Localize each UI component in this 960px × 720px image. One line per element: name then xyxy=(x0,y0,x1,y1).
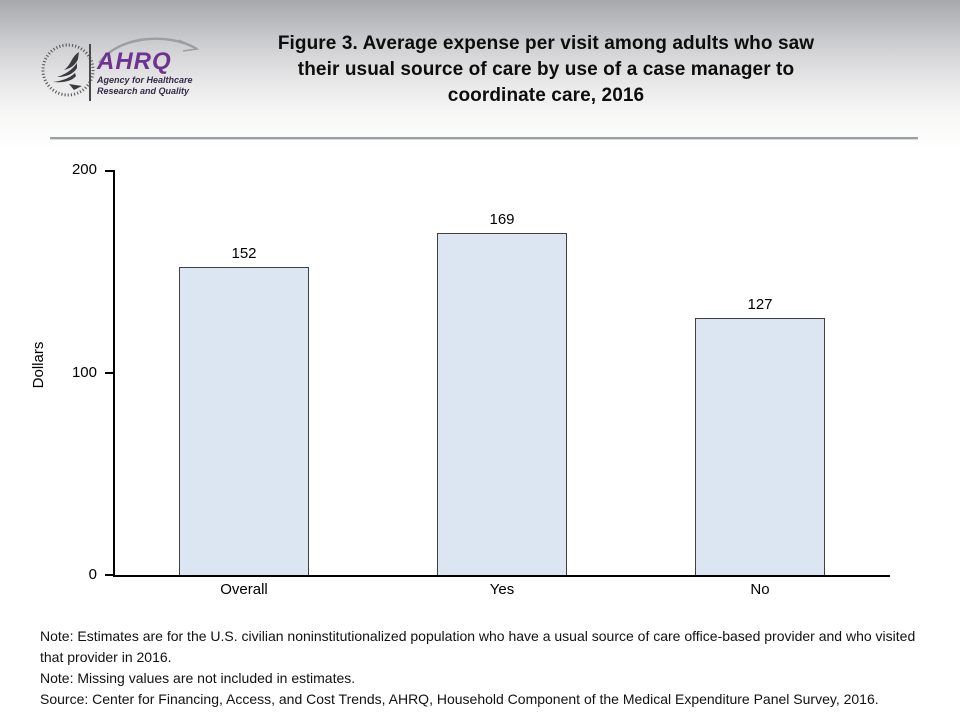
hhs-seal-icon xyxy=(41,43,95,97)
y-tick-label: 0 xyxy=(88,566,97,583)
note-missing-values: Note: Missing values are not included in… xyxy=(40,670,356,686)
bar-no xyxy=(695,318,825,575)
footnotes: Note: Estimates are for the U.S. civilia… xyxy=(40,626,916,710)
logo-separator xyxy=(89,44,91,101)
y-tick-label: 100 xyxy=(71,363,97,381)
bar-overall xyxy=(179,267,309,575)
figure-title: Figure 3. Average expense per visit amon… xyxy=(240,31,852,109)
bar-value-label: 127 xyxy=(747,296,773,313)
ahrq-tagline-line2: Research and Quality xyxy=(97,85,190,96)
x-category-label: Yes xyxy=(489,581,515,598)
figure-title-line2: their usual source of care by use of a c… xyxy=(297,59,795,80)
note-population: Note: Estimates are for the U.S. civilia… xyxy=(40,628,916,665)
y-axis-tick xyxy=(105,170,113,172)
header-gradient-band xyxy=(0,0,960,152)
header-divider-line xyxy=(50,137,918,140)
bar-value-label: 169 xyxy=(489,211,515,228)
bar-value-label: 152 xyxy=(231,245,257,262)
x-category-label: No xyxy=(750,581,770,598)
y-axis-tick xyxy=(105,574,113,576)
x-category-label: Overall xyxy=(220,581,268,598)
y-axis-tick xyxy=(105,371,113,374)
ahrq-tagline-line1: Agency for Healthcare xyxy=(97,75,193,85)
bar-yes xyxy=(437,233,567,575)
source-line: Source: Center for Financing, Access, an… xyxy=(40,691,879,707)
figure-title-line3: coordinate care, 2016 xyxy=(447,85,645,106)
y-tick-label: 200 xyxy=(71,161,97,178)
ahrq-logo-wordmark: AHRQ xyxy=(97,48,172,75)
plot-area: 0 100 200 152 Overall 169 Yes 127 No xyxy=(72,161,890,598)
ahrq-logo-tagline: Agency for Healthcare Research and Quali… xyxy=(97,75,193,96)
figure-title-line1: Figure 3. Average expense per visit amon… xyxy=(277,33,815,54)
ahrq-swoosh-icon xyxy=(98,37,200,64)
y-axis-title: Dollars xyxy=(30,341,47,389)
